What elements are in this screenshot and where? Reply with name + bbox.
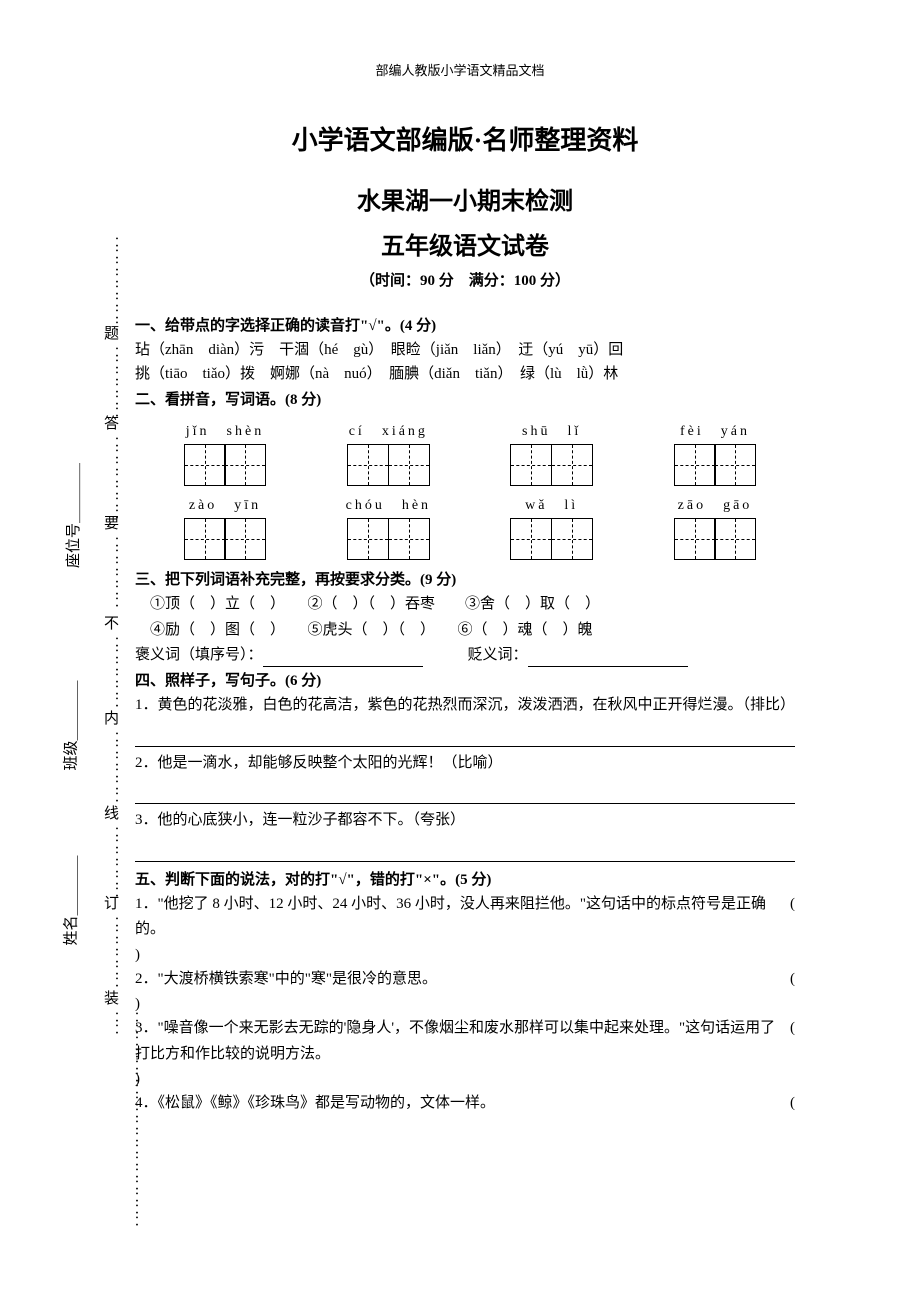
q4-item2: 2．他是一滴水，却能够反映整个太阳的光辉！（比喻） xyxy=(135,751,795,777)
blank-underline xyxy=(528,652,688,667)
pinyin-text: zāo gāo xyxy=(655,494,775,514)
q4-item3: 3．他的心底狭小，连一粒沙子都容不下。（夸张） xyxy=(135,808,795,834)
tian-pair xyxy=(492,444,612,486)
inst-char-4: 内 xyxy=(100,710,121,725)
tian-pair xyxy=(328,444,448,486)
q2-group: chóu hèn xyxy=(328,494,448,560)
paren-open: ( xyxy=(780,892,795,943)
tian-pair xyxy=(328,518,448,560)
time-info: （时间：90 分 满分：100 分） xyxy=(135,269,795,290)
q2-group: fèi yán xyxy=(655,420,775,486)
inst-char-3: 不 xyxy=(100,615,121,630)
seat-label: 座位号＿＿＿＿ xyxy=(62,463,83,568)
q5-item2: 2．"大渡桥横铁索寒"中的"寒"是很冷的意思。 ( xyxy=(135,967,795,993)
pinyin-text: cí xiáng xyxy=(328,420,448,440)
q2-row1: jǐn shèn cí xiáng shū lǐ fèi yán xyxy=(135,420,795,486)
paren-open: ( xyxy=(780,967,795,993)
inst-char-0: 题 xyxy=(100,325,121,340)
q1-line2: 挑（tiāo tiǎo）拨 婀娜（nà nuó） 腼腆（diǎn tiǎn） 绿… xyxy=(135,362,795,386)
q5-text: 1．"他挖了 8 小时、12 小时、24 小时、36 小时，没人再来阻拦他。"这… xyxy=(135,892,780,943)
q5-item4: 4．《松鼠》《鲸》《珍珠鸟》都是写动物的，文体一样。 ( xyxy=(135,1091,795,1117)
q2-row2: zào yīn chóu hèn wǎ lì zāo gāo xyxy=(135,494,795,560)
q2-group: wǎ lì xyxy=(492,494,612,560)
q1-title: 一、给带点的字选择正确的读音打"√"。(4 分) xyxy=(135,314,795,338)
margin-binding-area: 座位号＿＿＿＿ 班级＿＿＿＿ 姓名＿＿＿＿ ︰︰︰︰︰︰︰︰ 题 ︰︰︰︰︰︰ … xyxy=(50,315,130,1235)
paren-close: ) xyxy=(135,943,795,967)
answer-line xyxy=(135,782,795,804)
q2-group: shū lǐ xyxy=(492,420,612,486)
q3-line3: 褒义词（填序号）： 贬义词： xyxy=(135,643,795,667)
q3-line1: ①顶（ ）立（ ） ②（ ）（ ）吞枣 ③舍（ ）取（ ） xyxy=(135,592,795,618)
tian-pair xyxy=(655,444,775,486)
paren-open: ( xyxy=(780,1016,795,1067)
q4-title: 四、照样子，写句子。(6 分) xyxy=(135,669,795,693)
q3-negative-label: 贬义词： xyxy=(468,647,528,663)
name-label: 姓名＿＿＿＿ xyxy=(60,855,81,945)
dots-seg: ︰︰︰︰︰︰ xyxy=(105,635,125,707)
inst-char-2: 要 xyxy=(100,515,121,530)
q3-title: 三、把下列词语补充完整，再按要求分类。(9 分) xyxy=(135,568,795,592)
answer-line xyxy=(135,840,795,862)
q2-title: 二、看拼音，写词语。(8 分) xyxy=(135,388,795,412)
tian-pair xyxy=(492,518,612,560)
q1-line1: 玷（zhān diàn）污 干涸（hé gù） 眼睑（jiǎn liǎn） 迂（… xyxy=(135,338,795,362)
q5-title: 五、判断下面的说法，对的打"√"，错的打"×"。(5 分) xyxy=(135,868,795,892)
class-label: 班级＿＿＿＿ xyxy=(60,680,81,770)
q2-group: zào yīn xyxy=(165,494,285,560)
pinyin-text: chóu hèn xyxy=(328,494,448,514)
inst-char-1: 答 xyxy=(100,415,121,430)
q4-item1: 1．黄色的花淡雅，白色的花高洁，紫色的花热烈而深沉，泼泼洒洒，在秋风中正开得烂漫… xyxy=(135,693,795,719)
q2-group: jǐn shèn xyxy=(165,420,285,486)
q5-item1: 1．"他挖了 8 小时、12 小时、24 小时、36 小时，没人再来阻拦他。"这… xyxy=(135,892,795,943)
title-exam: 五年级语文试卷 xyxy=(135,226,795,261)
dots-seg: ︰︰︰︰︰︰ xyxy=(105,730,125,802)
dots-seg: ︰︰︰︰︰︰ xyxy=(105,535,125,607)
q5-text: 3．"噪音像一个来无影去无踪的'隐身人'，不像烟尘和废水那样可以集中起来处理。"… xyxy=(135,1016,780,1067)
inst-char-5: 线 xyxy=(100,805,121,820)
pinyin-text: wǎ lì xyxy=(492,494,612,514)
title-school: 水果湖一小期末检测 xyxy=(135,181,795,216)
q2-group: cí xiáng xyxy=(328,420,448,486)
tian-pair xyxy=(655,518,775,560)
pinyin-text: zào yīn xyxy=(165,494,285,514)
pinyin-text: jǐn shèn xyxy=(165,420,285,440)
paren-open: ( xyxy=(780,1091,795,1117)
dots-seg: ︰︰︰︰︰︰︰ xyxy=(105,435,125,519)
main-content: 小学语文部编版·名师整理资料 水果湖一小期末检测 五年级语文试卷 （时间：90 … xyxy=(135,120,795,1117)
tian-pair xyxy=(165,444,285,486)
q3-positive-label: 褒义词（填序号）： xyxy=(135,647,263,663)
q3-line2: ④励（ ）图（ ） ⑤虎头（ ）（ ） ⑥（ ）魂（ ）魄 xyxy=(135,618,795,644)
paren-close: ) xyxy=(135,992,795,1016)
q5-text: 4．《松鼠》《鲸》《珍珠鸟》都是写动物的，文体一样。 xyxy=(135,1091,780,1117)
paren-close: ) xyxy=(135,1067,795,1091)
pinyin-text: shū lǐ xyxy=(492,420,612,440)
dots-seg: ︰︰︰︰︰︰ xyxy=(105,825,125,897)
inst-char-7: 装 xyxy=(100,990,121,1005)
pinyin-text: fèi yán xyxy=(655,420,775,440)
dots-seg: ︰︰︰︰︰︰︰︰ xyxy=(105,235,125,331)
q2-group: zāo gāo xyxy=(655,494,775,560)
page-header: 部编人教版小学语文精品文档 xyxy=(375,60,544,79)
blank-underline xyxy=(263,652,423,667)
inst-char-6: 订 xyxy=(100,895,121,910)
title-main: 小学语文部编版·名师整理资料 xyxy=(135,120,795,157)
tian-pair xyxy=(165,518,285,560)
q5-item3: 3．"噪音像一个来无影去无踪的'隐身人'，不像烟尘和废水那样可以集中起来处理。"… xyxy=(135,1016,795,1067)
dots-seg: ︰︰︰︰︰︰ xyxy=(105,345,125,417)
answer-line xyxy=(135,725,795,747)
dots-seg: ︰︰︰︰︰︰ xyxy=(105,915,125,987)
q5-text: 2．"大渡桥横铁索寒"中的"寒"是很冷的意思。 xyxy=(135,967,780,993)
